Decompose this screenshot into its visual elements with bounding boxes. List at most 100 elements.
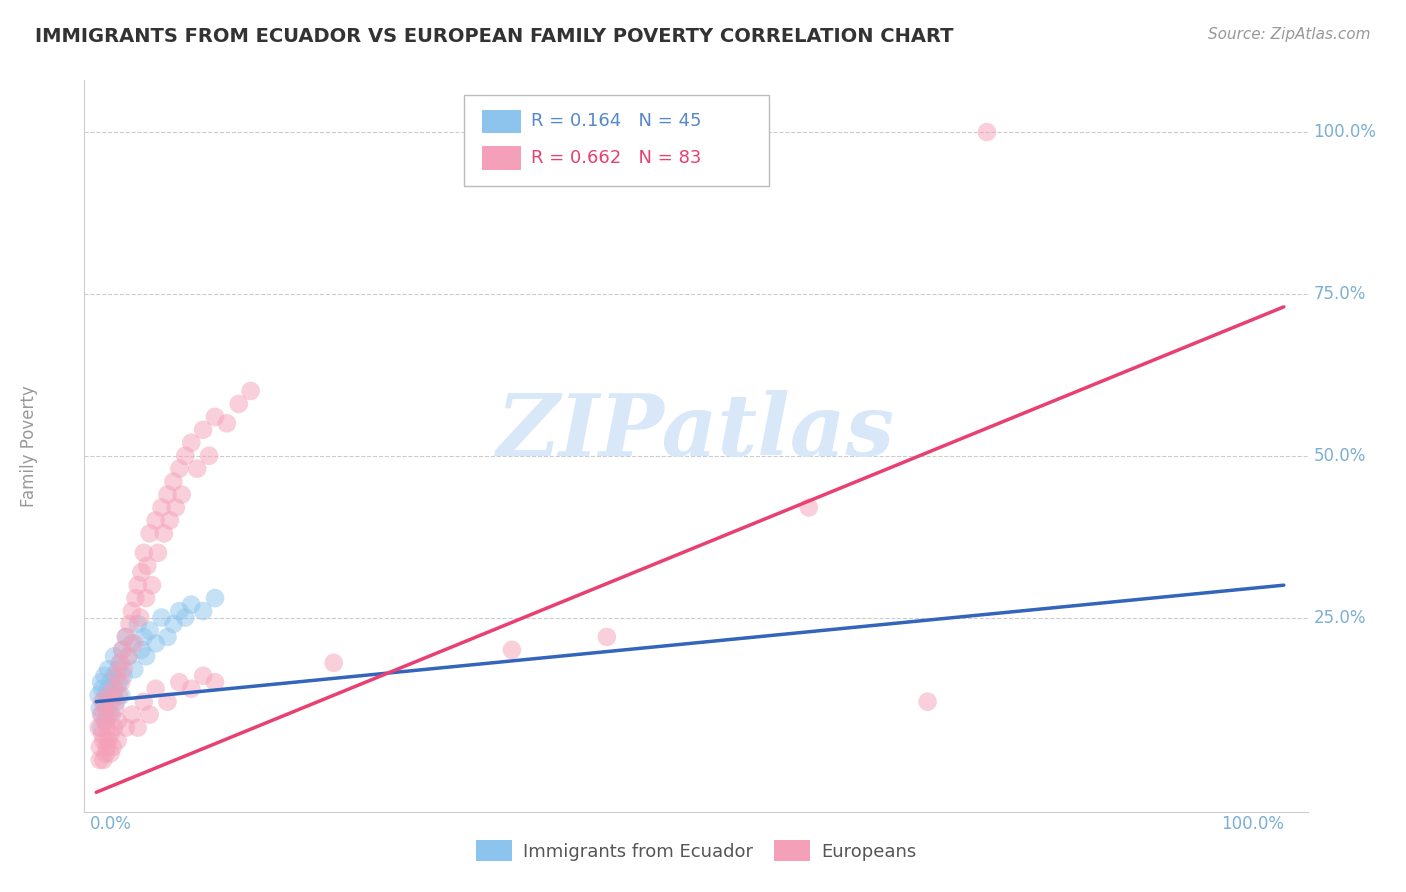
Point — [96, 721, 118, 735]
Point — [100, 747, 122, 761]
Point — [976, 125, 998, 139]
Point — [110, 688, 132, 702]
Point — [94, 701, 117, 715]
Point — [112, 662, 135, 676]
Point — [141, 578, 163, 592]
Point — [127, 721, 149, 735]
Point — [117, 649, 139, 664]
Point — [91, 695, 114, 709]
Point — [101, 739, 124, 754]
Point — [501, 643, 523, 657]
Point — [111, 643, 134, 657]
Point — [91, 707, 114, 722]
Point — [97, 733, 120, 747]
Point — [198, 449, 221, 463]
Point — [174, 610, 197, 624]
Point — [98, 707, 121, 722]
Point — [159, 513, 181, 527]
Point — [122, 662, 145, 676]
Point — [679, 125, 702, 139]
Point — [121, 604, 143, 618]
Point — [153, 526, 176, 541]
Point — [115, 630, 138, 644]
Point — [239, 384, 262, 398]
Point — [156, 695, 179, 709]
Point — [174, 449, 197, 463]
FancyBboxPatch shape — [482, 146, 522, 169]
Point — [169, 604, 191, 618]
Point — [107, 714, 129, 728]
Text: 75.0%: 75.0% — [1313, 285, 1365, 303]
Point — [89, 753, 111, 767]
Point — [107, 662, 129, 676]
Point — [115, 721, 138, 735]
Point — [917, 695, 939, 709]
Text: Source: ZipAtlas.com: Source: ZipAtlas.com — [1208, 27, 1371, 42]
Text: 0.0%: 0.0% — [90, 815, 132, 833]
Point — [93, 695, 115, 709]
Point — [94, 747, 117, 761]
Point — [204, 675, 226, 690]
Point — [112, 669, 135, 683]
Point — [93, 669, 115, 683]
Point — [145, 513, 167, 527]
Point — [191, 423, 214, 437]
Point — [122, 636, 145, 650]
Point — [89, 701, 111, 715]
Point — [145, 636, 167, 650]
Point — [90, 721, 112, 735]
Point — [87, 688, 110, 702]
Point — [91, 681, 114, 696]
Text: 25.0%: 25.0% — [1313, 608, 1367, 626]
Point — [136, 558, 159, 573]
Point — [100, 695, 122, 709]
Point — [204, 409, 226, 424]
Point — [110, 675, 132, 690]
Point — [103, 721, 125, 735]
Point — [162, 617, 184, 632]
Point — [111, 643, 134, 657]
Point — [103, 669, 125, 683]
Point — [180, 681, 202, 696]
Point — [156, 487, 179, 501]
Point — [169, 675, 191, 690]
Point — [215, 417, 238, 431]
Point — [169, 461, 191, 475]
Point — [180, 598, 202, 612]
Point — [108, 656, 131, 670]
Point — [191, 669, 214, 683]
Text: R = 0.164   N = 45: R = 0.164 N = 45 — [531, 112, 702, 130]
Point — [107, 675, 129, 690]
Point — [170, 487, 193, 501]
Point — [87, 721, 110, 735]
Point — [97, 681, 120, 696]
Point — [138, 526, 160, 541]
Point — [98, 695, 121, 709]
Text: 50.0%: 50.0% — [1313, 447, 1365, 465]
Point — [93, 753, 115, 767]
Point — [146, 546, 169, 560]
Point — [105, 695, 128, 709]
Point — [90, 707, 112, 722]
Point — [100, 727, 122, 741]
Point — [93, 714, 115, 728]
Point — [90, 675, 112, 690]
Point — [145, 681, 167, 696]
Point — [97, 662, 120, 676]
Point — [165, 500, 187, 515]
Point — [322, 656, 344, 670]
Point — [150, 500, 173, 515]
Point — [96, 701, 118, 715]
Text: ZIPatlas: ZIPatlas — [496, 390, 896, 473]
Legend: Immigrants from Ecuador, Europeans: Immigrants from Ecuador, Europeans — [468, 833, 924, 869]
Text: IMMIGRANTS FROM ECUADOR VS EUROPEAN FAMILY POVERTY CORRELATION CHART: IMMIGRANTS FROM ECUADOR VS EUROPEAN FAMI… — [35, 27, 953, 45]
Point — [103, 649, 125, 664]
Point — [135, 591, 157, 606]
Point — [118, 617, 141, 632]
Point — [132, 546, 155, 560]
Point — [115, 630, 138, 644]
Point — [93, 733, 115, 747]
Point — [107, 688, 129, 702]
Point — [100, 707, 122, 722]
Point — [100, 675, 122, 690]
